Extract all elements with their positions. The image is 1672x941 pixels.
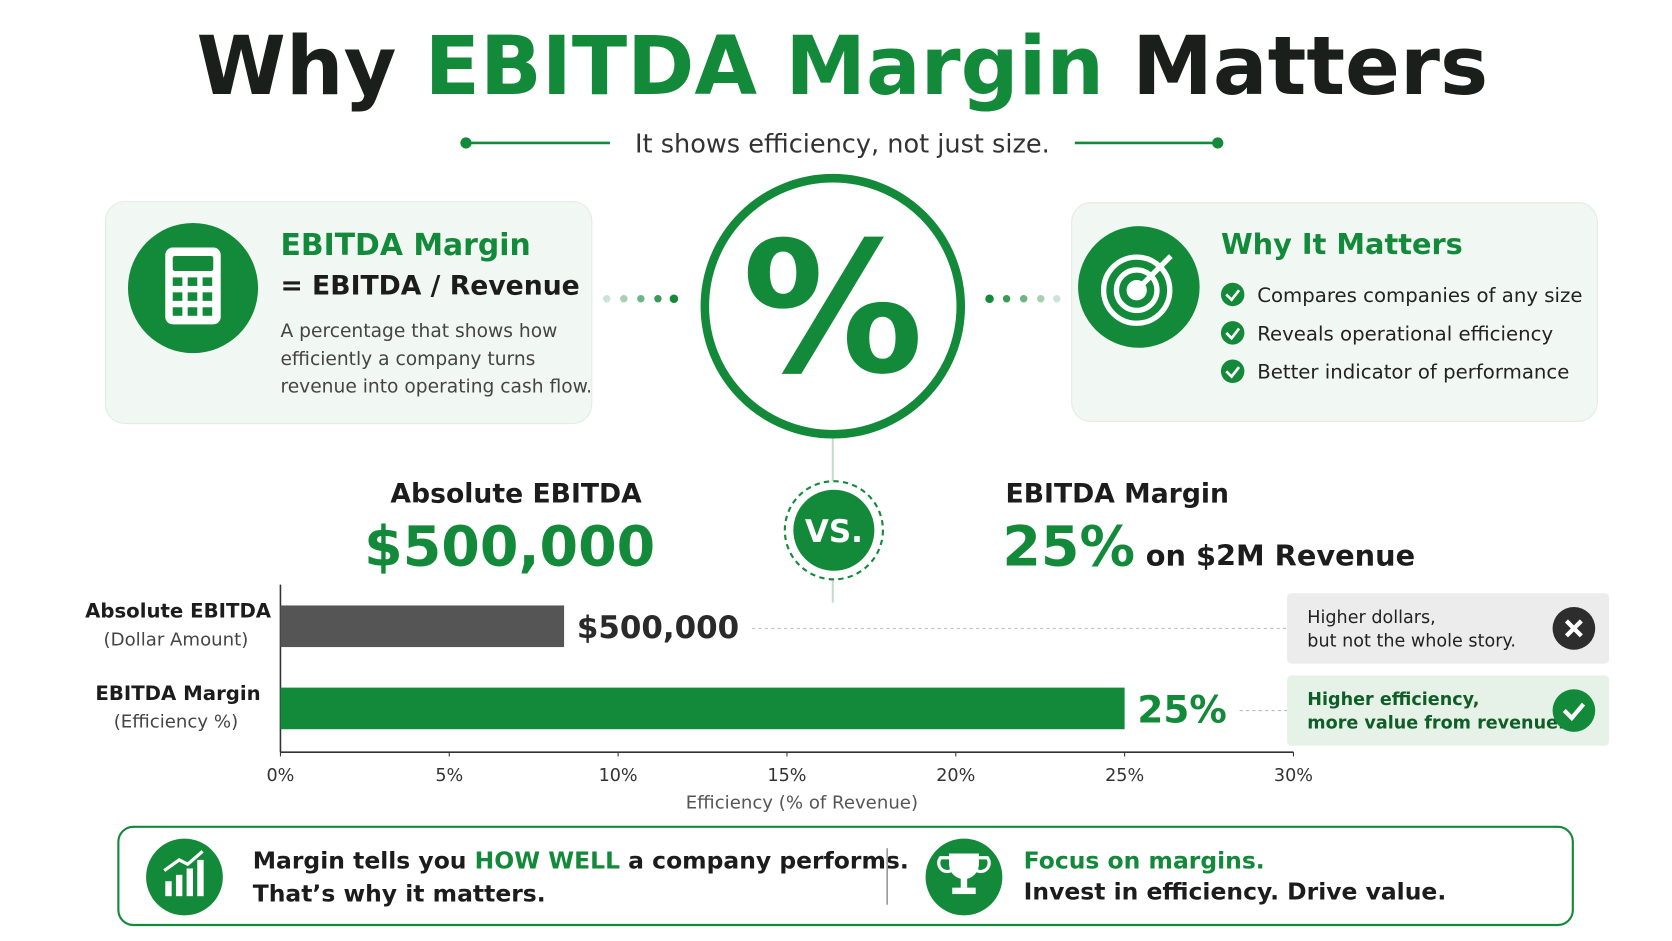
card-title: Why It Matters bbox=[1221, 227, 1463, 261]
value-label: 25% bbox=[1137, 687, 1226, 731]
comparison-value-line: 25% on $2M Revenue bbox=[1002, 515, 1415, 579]
target-glyph bbox=[1100, 254, 1173, 326]
percent-badge bbox=[700, 173, 966, 439]
callout bbox=[1287, 593, 1610, 664]
check-glyph bbox=[1225, 327, 1241, 341]
reasons-card bbox=[1071, 202, 1598, 422]
footer-text: Margin tells you bbox=[253, 846, 475, 874]
calculator-glyph bbox=[165, 247, 221, 325]
title: Why EBITDA Margin Matters bbox=[197, 20, 1489, 114]
x-axis-label: Efficiency (% of Revenue) bbox=[686, 793, 918, 814]
bar-chart: 0% 5% 10% 15% 20% 25% 30% Efficiency (% of Reve… bbox=[85, 584, 1610, 814]
check-icon bbox=[1552, 689, 1596, 732]
check-icon bbox=[1220, 282, 1245, 307]
x-tick-label: 5% bbox=[435, 766, 463, 786]
bullet-text: Better indicator of performance bbox=[1257, 361, 1569, 384]
category-note: (Dollar Amount) bbox=[104, 629, 249, 650]
description: efficiently a company turns bbox=[280, 349, 535, 370]
cross-glyph bbox=[1564, 619, 1583, 638]
comparison-value: 25% bbox=[1002, 515, 1135, 579]
x-tick-label: 15% bbox=[767, 766, 806, 786]
bar bbox=[280, 605, 565, 648]
title-part: Why bbox=[197, 20, 425, 114]
bullet-text: Reveals operational efficiency bbox=[1257, 322, 1553, 345]
vs-text: VS. bbox=[805, 514, 863, 550]
x-tick-label: 20% bbox=[936, 766, 975, 786]
callout-text: more value from revenue. bbox=[1307, 714, 1564, 734]
check-glyph bbox=[1225, 366, 1241, 379]
percent-symbol: % bbox=[742, 203, 924, 414]
description: A percentage that shows how bbox=[280, 321, 557, 342]
footer-text: That’s why it matters. bbox=[253, 880, 546, 908]
card-title: EBITDA Margin bbox=[280, 228, 530, 263]
formula: = EBITDA / Revenue bbox=[280, 270, 579, 301]
footer-text: a company performs. bbox=[620, 846, 909, 874]
check-icon bbox=[1220, 321, 1245, 345]
footer-line: Margin tells you HOW WELL a company perf… bbox=[253, 846, 909, 874]
title-highlight: EBITDA Margin bbox=[425, 20, 1104, 114]
footer-box bbox=[117, 825, 1574, 927]
check-glyph bbox=[1225, 289, 1241, 302]
category-note: (Efficiency %) bbox=[114, 712, 238, 733]
title-part: Matters bbox=[1104, 20, 1488, 114]
growth-icon bbox=[146, 838, 223, 916]
vs-badge bbox=[793, 489, 875, 571]
footer-text: Invest in efficiency. Drive value. bbox=[1024, 877, 1447, 905]
callout-text: Higher dollars, bbox=[1307, 608, 1435, 628]
callout-text: but not the whole story. bbox=[1307, 632, 1516, 652]
dollar-label: $500,000 bbox=[577, 610, 739, 646]
connector-dots bbox=[603, 294, 1061, 303]
footer-highlight: HOW WELL bbox=[475, 846, 620, 874]
x-tick-label: 30% bbox=[1274, 766, 1313, 786]
footer-text: Focus on margins. bbox=[1024, 846, 1265, 874]
category-label: Absolute EBITDA bbox=[85, 600, 272, 623]
subtitle: It shows efficiency, not just size. bbox=[635, 130, 1050, 160]
comparison-label: Absolute EBITDA bbox=[390, 479, 642, 510]
subtitle-rules bbox=[460, 137, 1224, 149]
bullet-list: Compares companies of any size Reveals op… bbox=[1220, 282, 1583, 384]
check-glyph bbox=[1562, 702, 1586, 722]
description: revenue into operating cash flow. bbox=[280, 377, 592, 398]
comparison-label: EBITDA Margin bbox=[1006, 479, 1229, 510]
bullet-text: Compares companies of any size bbox=[1257, 284, 1582, 307]
callout bbox=[1287, 675, 1610, 746]
x-tick-label: 10% bbox=[599, 766, 638, 786]
comparison-note: on $2M Revenue bbox=[1146, 538, 1415, 572]
trophy-glyph bbox=[937, 853, 991, 895]
check-icon bbox=[1220, 359, 1245, 384]
bar bbox=[280, 687, 1125, 730]
growth-glyph bbox=[163, 850, 204, 897]
x-tick-label: 0% bbox=[267, 766, 295, 786]
x-tick-label: 25% bbox=[1105, 766, 1144, 786]
callout-text: Higher efficiency, bbox=[1307, 690, 1479, 710]
comparison-value: $500,000 bbox=[364, 515, 655, 579]
category-label: EBITDA Margin bbox=[95, 682, 260, 705]
